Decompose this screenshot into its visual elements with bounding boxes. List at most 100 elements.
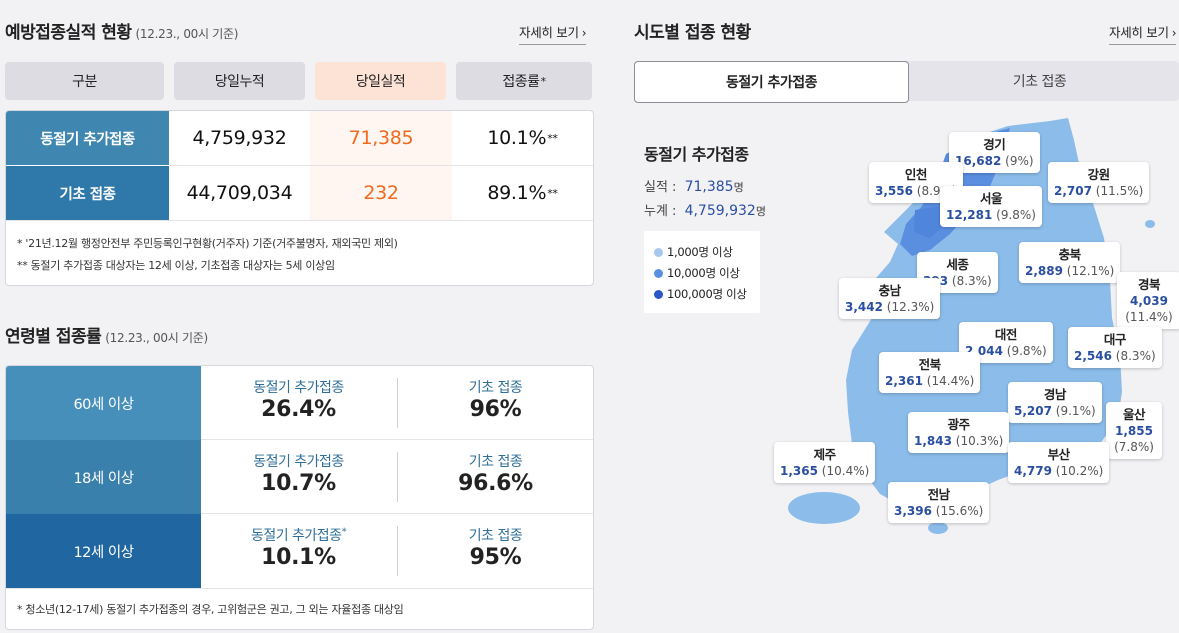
age-basic-cell: 기초 접종 95% — [398, 525, 593, 570]
region-label-jeonbuk[interactable]: 전북 2,361 (14.4%) — [879, 352, 981, 393]
region-pct: (9.8%) — [996, 208, 1036, 222]
region-count: 16,682 — [955, 154, 1002, 168]
chevron-right-icon: › — [1171, 26, 1177, 40]
region-stat: 2,707 (11.5%) — [1054, 183, 1143, 199]
region-label-ulsan[interactable]: 울산 1,855 (7.8%) — [1106, 402, 1162, 459]
legend-dot-icon — [654, 290, 663, 299]
age-basic-cell: 기초 접종 96% — [398, 377, 593, 422]
region-count: 3,442 — [845, 300, 883, 314]
header-rate: 접종률 * — [456, 62, 592, 100]
region-pct: (10.3%) — [955, 434, 1004, 448]
region-label-busan[interactable]: 부산 4,779 (10.2%) — [1008, 442, 1110, 483]
island-shape — [928, 522, 948, 534]
region-label-gwangju[interactable]: 광주 1,843 (10.3%) — [908, 412, 1010, 453]
tab-booster-label: 동절기 추가접종 — [725, 75, 818, 91]
region-pct: (9.8%) — [1006, 344, 1047, 358]
regions-more-link[interactable]: 자세히 보기 › — [1109, 22, 1176, 45]
vaccination-table: 동절기 추가접종 4,759,932 71,385 10.1% ** 기초 접종 … — [5, 110, 594, 286]
region-count: 4,039 — [1130, 294, 1168, 308]
region-stat: 2,361 (14.4%) — [885, 373, 974, 389]
footnote: * '21년.12월 행정안전부 주민등록인구현황(거주자) 기준(거주불명자,… — [17, 237, 398, 250]
footnote: ** 동절기 추가접종 대상자는 12세 이상, 기초접종 대상자는 5세 이상… — [17, 259, 335, 272]
region-name: 전남 — [927, 487, 951, 502]
region-name: 대전 — [994, 327, 1018, 342]
daily-value: 232 — [310, 166, 452, 220]
region-count: 3,556 — [875, 184, 913, 198]
basic-value: 96.6% — [458, 471, 533, 496]
region-count: 12,281 — [946, 208, 993, 222]
legend-label: 1,000명 이상 — [667, 245, 733, 259]
summary-title: 동절기 추가접종 — [644, 145, 749, 164]
table-row: 기초 접종 44,709,034 232 89.1% ** — [6, 166, 593, 220]
row-label: 동절기 추가접종 — [6, 111, 169, 165]
region-stat: 12,281 (9.8%) — [946, 207, 1036, 223]
booster-value: 26.4% — [261, 397, 336, 422]
region-count: 3,396 — [894, 504, 932, 518]
booster-label: 동절기 추가접종 — [253, 380, 344, 396]
region-pct: (9.1%) — [1055, 404, 1096, 418]
basic-label: 기초 접종 — [468, 454, 523, 470]
region-stat: 1,365 (10.4%) — [780, 463, 869, 479]
rate-value: 89.1% ** — [452, 166, 593, 220]
booster-label: 동절기 추가접종 — [253, 454, 344, 470]
region-label-gyeongbuk[interactable]: 경북 4,039 (11.4%) — [1117, 272, 1179, 329]
booster-value: 10.7% — [261, 471, 336, 496]
region-pct: (10.2%) — [1055, 464, 1104, 478]
region-pct: (14.4%) — [926, 374, 975, 388]
basic-value: 96% — [469, 397, 522, 422]
tab-booster[interactable]: 동절기 추가접종 — [634, 61, 909, 103]
row-divider — [201, 513, 593, 514]
region-label-gyeongnam[interactable]: 경남 5,207 (9.1%) — [1008, 382, 1102, 423]
region-count: 2,889 — [1025, 264, 1063, 278]
region-pct: (12.1%) — [1066, 264, 1115, 278]
region-name: 서울 — [979, 191, 1003, 206]
map-legend: 1,000명 이상 10,000명 이상 100,000명 이상 — [644, 231, 760, 313]
region-pct: (9%) — [1005, 154, 1034, 168]
tab-basic[interactable]: 기초 접종 — [900, 61, 1179, 101]
unit-label: 명 — [755, 205, 766, 218]
region-label-seoul[interactable]: 서울 12,281 (9.8%) — [940, 186, 1042, 227]
total-value: 4,759,932 — [684, 203, 756, 219]
summary-performance: 실적 : 71,385명 — [644, 176, 744, 195]
region-label-gyeonggi[interactable]: 경기 16,682 (9%) — [949, 132, 1040, 173]
region-name: 전북 — [918, 357, 942, 372]
region-stat: 2,546 (8.3%) — [1074, 348, 1156, 364]
booster-label: 동절기 추가접종* — [201, 525, 396, 545]
region-name: 충남 — [878, 283, 902, 298]
region-label-chungbuk[interactable]: 충북 2,889 (12.1%) — [1019, 242, 1121, 283]
header-rate-label: 접종률 — [502, 74, 540, 90]
age-title: 연령별 접종률 (12.23., 00시 기준) — [5, 322, 208, 347]
rate-mark: ** — [547, 186, 558, 200]
booster-mark: * — [341, 526, 347, 538]
region-label-daegu[interactable]: 대구 2,546 (8.3%) — [1068, 327, 1162, 368]
header-daily-label: 당일실적 — [355, 74, 406, 90]
region-pct: (8.3%) — [1115, 349, 1156, 363]
legend-item: 1,000명 이상 — [654, 244, 733, 260]
legend-item: 100,000명 이상 — [654, 286, 747, 302]
region-count: 2,707 — [1054, 184, 1092, 198]
region-label-gangwon[interactable]: 강원 2,707 (11.5%) — [1048, 162, 1150, 203]
performance-value: 71,385 — [684, 179, 734, 195]
region-label-jeju[interactable]: 제주 1,365 (10.4%) — [774, 442, 876, 483]
more-link-label: 자세히 보기 — [519, 25, 579, 40]
legend-label: 10,000명 이상 — [667, 266, 740, 280]
cumulative-value: 44,709,034 — [186, 182, 293, 204]
region-name: 경북 — [1137, 277, 1161, 292]
region-stat: 3,396 (15.6%) — [894, 503, 983, 519]
booster-label-text: 동절기 추가접종 — [250, 528, 342, 544]
region-pct: (12.3%) — [886, 300, 935, 314]
cumulative-value: 4,759,932 — [192, 127, 287, 149]
region-label-chungnam[interactable]: 충남 3,442 (12.3%) — [839, 278, 941, 319]
legend-dot-icon — [654, 269, 663, 278]
footnote: * 청소년(12-17세) 동절기 추가접종의 경우, 고위험군은 권고, 그 … — [17, 603, 404, 616]
region-stat: 4,779 (10.2%) — [1014, 463, 1103, 479]
region-count: 1,843 — [914, 434, 952, 448]
performance-label: 실적 : — [644, 180, 677, 195]
basic-label: 기초 접종 — [468, 528, 523, 544]
unit-label: 명 — [733, 181, 744, 194]
vaccination-more-link[interactable]: 자세히 보기 › — [519, 22, 586, 45]
row-divider — [201, 439, 593, 440]
region-pct: (10.4%) — [821, 464, 870, 478]
legend-item: 10,000명 이상 — [654, 265, 740, 281]
region-label-jeonnam[interactable]: 전남 3,396 (15.6%) — [888, 482, 990, 523]
